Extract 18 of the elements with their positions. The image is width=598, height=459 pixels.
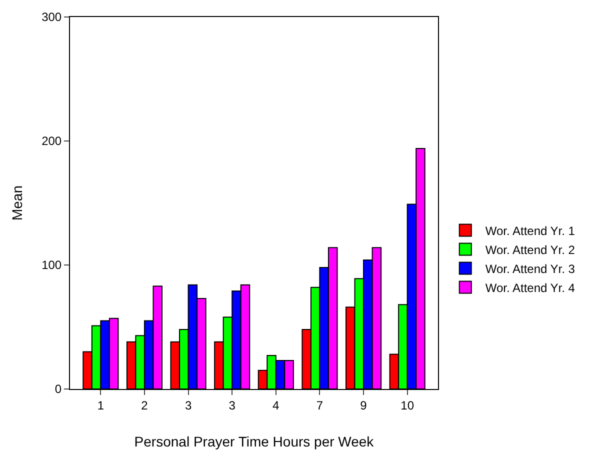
y-tick-label: 300 (42, 10, 62, 24)
x-tick-label: 1 (97, 398, 104, 412)
legend-label: Wor. Attend Yr. 2 (485, 242, 576, 257)
x-axis-title: Personal Prayer Time Hours per Week (134, 434, 375, 450)
x-tick-label: 7 (316, 398, 324, 412)
x-tick-label: 4 (272, 398, 280, 412)
x-tick-label: 3 (228, 398, 236, 412)
y-tick-label: 0 (54, 382, 62, 396)
y-tick-label: 200 (42, 134, 62, 148)
x-tick-label: 3 (184, 398, 192, 412)
x-tick-label: 9 (360, 398, 368, 412)
legend-label: Wor. Attend Yr. 4 (485, 280, 576, 295)
y-tick-label: 100 (42, 258, 62, 272)
legend-label: Wor. Attend Yr. 1 (485, 224, 576, 238)
x-tick-label: 10 (400, 398, 414, 412)
y-axis-title: Mean (9, 185, 26, 221)
x-tick-label: 2 (141, 398, 148, 412)
legend-label: Wor. Attend Yr. 3 (485, 262, 576, 276)
